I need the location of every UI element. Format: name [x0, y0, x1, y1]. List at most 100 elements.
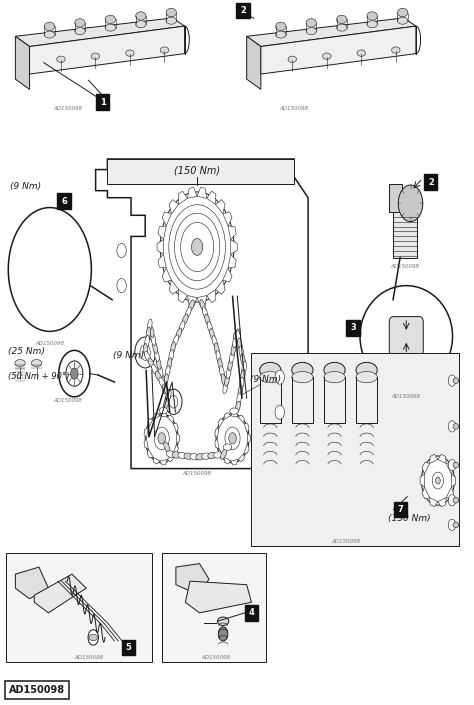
Polygon shape — [29, 26, 184, 74]
Ellipse shape — [214, 343, 219, 355]
Text: AD150098: AD150098 — [391, 264, 419, 269]
Ellipse shape — [229, 351, 234, 363]
Circle shape — [191, 238, 203, 255]
Ellipse shape — [242, 362, 246, 374]
Ellipse shape — [324, 362, 345, 378]
Circle shape — [432, 472, 444, 489]
Ellipse shape — [178, 453, 187, 459]
Ellipse shape — [241, 354, 246, 366]
Circle shape — [448, 495, 456, 506]
Circle shape — [275, 405, 284, 419]
Polygon shape — [231, 460, 238, 465]
Ellipse shape — [202, 453, 210, 460]
Ellipse shape — [288, 56, 297, 63]
FancyBboxPatch shape — [251, 352, 459, 546]
Polygon shape — [231, 412, 238, 417]
Ellipse shape — [212, 336, 218, 348]
Circle shape — [219, 627, 228, 641]
Ellipse shape — [145, 336, 149, 348]
Ellipse shape — [228, 359, 233, 371]
Polygon shape — [173, 423, 178, 433]
Ellipse shape — [235, 401, 240, 413]
Ellipse shape — [182, 314, 188, 325]
Polygon shape — [197, 188, 207, 198]
Ellipse shape — [367, 12, 377, 20]
Polygon shape — [147, 449, 153, 458]
Text: AD150098: AD150098 — [9, 685, 64, 695]
Ellipse shape — [189, 300, 194, 311]
Polygon shape — [429, 498, 438, 507]
Text: 6: 6 — [61, 197, 67, 206]
Ellipse shape — [453, 424, 459, 429]
Text: (50 Nm + 90°): (50 Nm + 90°) — [8, 372, 70, 381]
Text: 2: 2 — [428, 178, 434, 187]
Polygon shape — [244, 423, 249, 433]
Circle shape — [229, 433, 237, 444]
Polygon shape — [188, 295, 197, 307]
Polygon shape — [207, 290, 216, 302]
Polygon shape — [215, 428, 219, 439]
Text: 5: 5 — [126, 643, 132, 652]
FancyBboxPatch shape — [5, 681, 69, 699]
Ellipse shape — [144, 343, 148, 356]
Polygon shape — [223, 268, 232, 282]
Circle shape — [88, 630, 99, 645]
FancyBboxPatch shape — [162, 553, 265, 662]
Text: 3: 3 — [350, 324, 356, 332]
Circle shape — [436, 477, 440, 484]
Ellipse shape — [356, 372, 377, 383]
Ellipse shape — [237, 393, 241, 405]
Text: AD150098: AD150098 — [182, 471, 211, 476]
Polygon shape — [31, 262, 64, 301]
Circle shape — [34, 255, 49, 277]
Ellipse shape — [223, 381, 228, 393]
Ellipse shape — [357, 50, 365, 56]
Polygon shape — [176, 433, 180, 443]
Polygon shape — [108, 159, 294, 183]
Ellipse shape — [173, 335, 179, 346]
Circle shape — [181, 222, 214, 271]
Ellipse shape — [75, 19, 85, 27]
Ellipse shape — [219, 366, 224, 378]
Ellipse shape — [233, 336, 237, 348]
Ellipse shape — [241, 369, 245, 381]
Polygon shape — [438, 498, 446, 507]
Polygon shape — [244, 443, 249, 453]
Polygon shape — [188, 188, 197, 198]
Ellipse shape — [44, 22, 55, 30]
FancyBboxPatch shape — [57, 193, 71, 209]
Text: AD150098: AD150098 — [392, 393, 421, 398]
Ellipse shape — [164, 398, 169, 410]
Text: 2: 2 — [240, 6, 246, 15]
Polygon shape — [167, 453, 173, 462]
Polygon shape — [173, 443, 178, 453]
Polygon shape — [246, 18, 416, 47]
Polygon shape — [178, 290, 188, 302]
Circle shape — [117, 278, 126, 293]
Ellipse shape — [166, 8, 176, 17]
Text: AD150098: AD150098 — [201, 656, 230, 661]
Ellipse shape — [218, 617, 229, 625]
Polygon shape — [160, 412, 167, 417]
Ellipse shape — [324, 372, 345, 383]
Ellipse shape — [367, 20, 377, 27]
Polygon shape — [153, 457, 160, 464]
FancyBboxPatch shape — [122, 639, 135, 655]
Polygon shape — [178, 191, 188, 204]
Ellipse shape — [453, 522, 459, 528]
Ellipse shape — [148, 358, 155, 369]
Ellipse shape — [207, 321, 212, 333]
Ellipse shape — [453, 378, 459, 384]
Ellipse shape — [169, 350, 173, 362]
Ellipse shape — [91, 53, 100, 59]
Polygon shape — [438, 454, 446, 463]
Text: (150 Nm): (150 Nm) — [388, 515, 431, 523]
Polygon shape — [247, 433, 250, 443]
Ellipse shape — [126, 50, 134, 56]
Circle shape — [165, 389, 182, 415]
Polygon shape — [144, 439, 148, 449]
Polygon shape — [144, 428, 148, 439]
Polygon shape — [261, 26, 416, 74]
Ellipse shape — [322, 53, 331, 59]
Circle shape — [145, 414, 178, 463]
